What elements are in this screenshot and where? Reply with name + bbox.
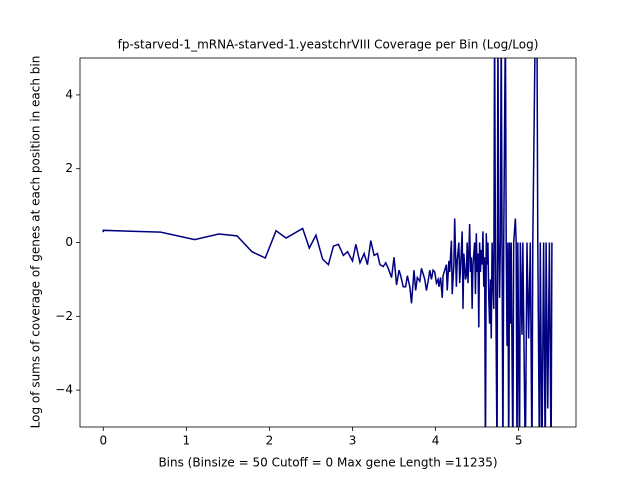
x-tick-label: 3 [349,434,357,448]
y-tick-label: 2 [65,161,73,175]
y-tick-label: −4 [55,383,73,397]
x-tick-label: 1 [183,434,191,448]
y-axis-label: Log of sums of coverage of genes at each… [29,56,43,429]
plot-frame [79,57,577,428]
x-tick-label: 5 [515,434,523,448]
x-axis-label: Bins (Binsize = 50 Cutoff = 0 Max gene L… [158,456,497,470]
chart-title: fp-starved-1_mRNA-starved-1.yeastchrVIII… [118,38,539,52]
x-tick-label: 0 [99,434,107,448]
x-tick-label: 4 [432,434,440,448]
y-tick-label: 0 [65,235,73,249]
data-line [102,58,553,427]
y-tick-label: −2 [55,309,73,323]
y-tick-label: 4 [65,87,73,101]
x-tick-label: 2 [266,434,274,448]
